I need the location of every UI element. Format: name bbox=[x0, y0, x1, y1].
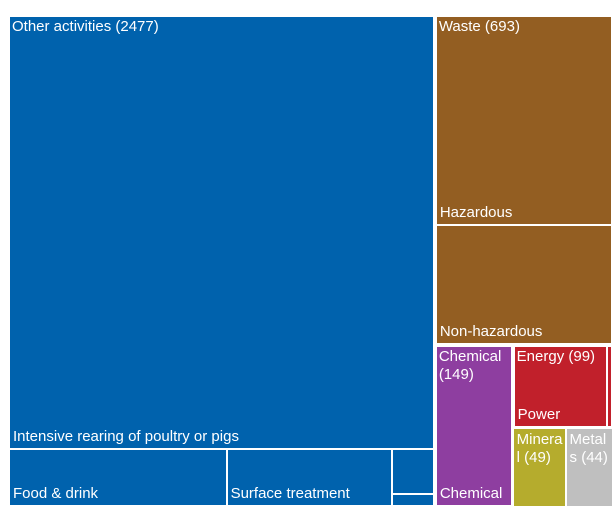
group-cell: Chemical (149) Chemical bbox=[434, 344, 513, 507]
child-cell: Chemical bbox=[435, 345, 512, 506]
group-label: Chemical (149) bbox=[438, 347, 502, 383]
group-label: Energy (99) bbox=[516, 347, 596, 365]
child-cell: Hazardous bbox=[435, 16, 612, 225]
group-cell: Other activities (2477) Intensive rearing… bbox=[8, 15, 435, 507]
child-cell bbox=[392, 449, 434, 494]
child-cell: Surface treatment bbox=[226, 449, 393, 506]
group-cell: Metals (44) bbox=[565, 428, 613, 507]
child-cell: Power bbox=[513, 345, 608, 428]
child-label: Food & drink bbox=[13, 484, 99, 502]
child-label: Intensive rearing of poultry or pigs bbox=[13, 428, 239, 446]
child-cell bbox=[392, 493, 434, 506]
child-label: Power bbox=[517, 406, 561, 424]
group-cell: Energy (99) Power bbox=[512, 344, 613, 429]
group-label: Mineral (49) bbox=[516, 431, 563, 467]
child-cell: Non-hazardous bbox=[435, 224, 612, 344]
group-cell: Mineral (49) bbox=[512, 428, 566, 507]
child-label: Chemical bbox=[439, 484, 503, 502]
child-cell: Intensive rearing of poultry or pigs bbox=[9, 16, 434, 450]
child-cell: Food & drink bbox=[9, 449, 227, 506]
child-label: Surface treatment bbox=[230, 484, 350, 502]
group-label: Other activities (2477) bbox=[12, 18, 159, 35]
child-label: Hazardous bbox=[439, 203, 513, 221]
group-label: Metals (44) bbox=[569, 431, 608, 467]
group-cell: Waste (693) Hazardous Non-hazardous bbox=[434, 15, 613, 345]
child-label: Non-hazardous bbox=[439, 322, 543, 340]
group-label: Waste (693) bbox=[438, 18, 520, 35]
child-cell bbox=[607, 345, 612, 428]
